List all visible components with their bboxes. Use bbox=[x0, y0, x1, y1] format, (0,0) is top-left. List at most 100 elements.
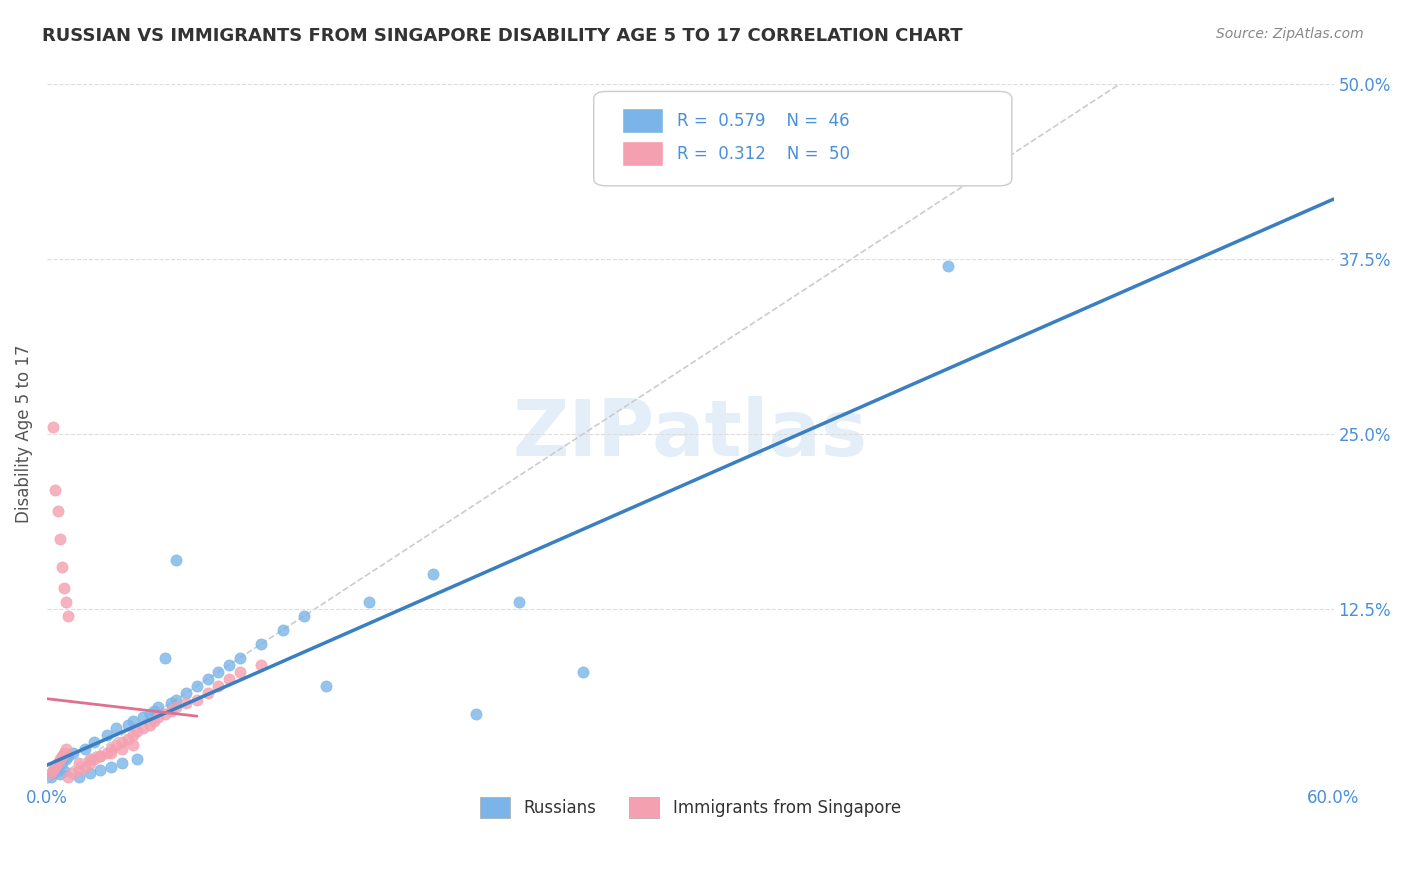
Point bbox=[218, 672, 240, 686]
Point bbox=[100, 741, 122, 756]
Point bbox=[39, 765, 62, 780]
Text: ZIPatlas: ZIPatlas bbox=[513, 396, 868, 472]
Point bbox=[143, 714, 166, 728]
Point bbox=[55, 741, 77, 756]
Point bbox=[111, 735, 134, 749]
Point bbox=[58, 608, 80, 623]
Point bbox=[49, 767, 72, 781]
Point bbox=[58, 770, 80, 784]
Point bbox=[49, 751, 72, 765]
Point bbox=[83, 735, 105, 749]
Point bbox=[121, 714, 143, 728]
Point bbox=[111, 741, 134, 756]
Point bbox=[46, 504, 69, 518]
Point bbox=[46, 756, 69, 770]
Point bbox=[44, 763, 66, 777]
Point bbox=[67, 763, 90, 777]
Point bbox=[121, 738, 143, 752]
Point bbox=[104, 721, 127, 735]
Point bbox=[100, 760, 122, 774]
Point bbox=[250, 637, 273, 651]
Point bbox=[229, 665, 252, 679]
Point bbox=[160, 704, 183, 718]
Point bbox=[42, 420, 65, 434]
Point bbox=[67, 756, 90, 770]
Bar bbox=[621, 141, 664, 166]
Point bbox=[148, 709, 170, 723]
Point bbox=[197, 672, 219, 686]
Point bbox=[148, 699, 170, 714]
Point bbox=[117, 731, 139, 746]
Point bbox=[160, 696, 183, 710]
Point bbox=[153, 706, 176, 721]
Point bbox=[89, 748, 111, 763]
Point bbox=[96, 746, 118, 760]
Point bbox=[51, 560, 73, 574]
Point bbox=[111, 756, 134, 770]
Point bbox=[186, 693, 208, 707]
Text: RUSSIAN VS IMMIGRANTS FROM SINGAPORE DISABILITY AGE 5 TO 17 CORRELATION CHART: RUSSIAN VS IMMIGRANTS FROM SINGAPORE DIS… bbox=[42, 27, 963, 45]
Point bbox=[51, 756, 73, 770]
Point bbox=[62, 765, 84, 780]
Point bbox=[44, 760, 66, 774]
Point bbox=[218, 657, 240, 672]
Point bbox=[936, 259, 959, 273]
Point bbox=[67, 770, 90, 784]
Point bbox=[165, 553, 187, 567]
Point bbox=[79, 756, 101, 770]
Point bbox=[104, 738, 127, 752]
Point bbox=[422, 566, 444, 581]
Point bbox=[139, 718, 162, 732]
Point bbox=[42, 765, 65, 780]
Point bbox=[464, 706, 486, 721]
Point bbox=[79, 765, 101, 780]
Point bbox=[53, 746, 76, 760]
Point bbox=[89, 748, 111, 763]
Point bbox=[125, 751, 148, 765]
Point bbox=[357, 595, 380, 609]
Point bbox=[62, 746, 84, 760]
Point bbox=[55, 751, 77, 765]
Point bbox=[132, 721, 155, 735]
Point bbox=[186, 679, 208, 693]
Point bbox=[83, 751, 105, 765]
Point bbox=[207, 679, 229, 693]
Point bbox=[39, 770, 62, 784]
Point bbox=[44, 483, 66, 497]
Point bbox=[207, 665, 229, 679]
Text: Source: ZipAtlas.com: Source: ZipAtlas.com bbox=[1216, 27, 1364, 41]
Point bbox=[132, 709, 155, 723]
Point bbox=[100, 746, 122, 760]
Legend: Russians, Immigrants from Singapore: Russians, Immigrants from Singapore bbox=[472, 790, 907, 824]
Point bbox=[165, 699, 187, 714]
Point bbox=[508, 595, 530, 609]
Point bbox=[46, 760, 69, 774]
Point bbox=[121, 728, 143, 742]
Point bbox=[55, 595, 77, 609]
Point bbox=[42, 763, 65, 777]
Point bbox=[139, 706, 162, 721]
Point bbox=[75, 741, 97, 756]
Point bbox=[53, 581, 76, 595]
Point bbox=[197, 686, 219, 700]
Point bbox=[153, 651, 176, 665]
Text: R =  0.312    N =  50: R = 0.312 N = 50 bbox=[678, 145, 851, 162]
Point bbox=[51, 748, 73, 763]
Point bbox=[271, 623, 294, 637]
FancyBboxPatch shape bbox=[593, 92, 1012, 186]
Text: R =  0.579    N =  46: R = 0.579 N = 46 bbox=[678, 112, 851, 130]
Point bbox=[96, 728, 118, 742]
Point bbox=[174, 696, 197, 710]
Point bbox=[292, 608, 315, 623]
Point bbox=[315, 679, 337, 693]
Point bbox=[229, 651, 252, 665]
Point bbox=[572, 665, 595, 679]
Bar bbox=[621, 108, 664, 134]
Point bbox=[174, 686, 197, 700]
Point bbox=[75, 760, 97, 774]
Point bbox=[89, 763, 111, 777]
Point bbox=[117, 718, 139, 732]
Y-axis label: Disability Age 5 to 17: Disability Age 5 to 17 bbox=[15, 345, 32, 524]
Point bbox=[58, 748, 80, 763]
Point bbox=[143, 704, 166, 718]
